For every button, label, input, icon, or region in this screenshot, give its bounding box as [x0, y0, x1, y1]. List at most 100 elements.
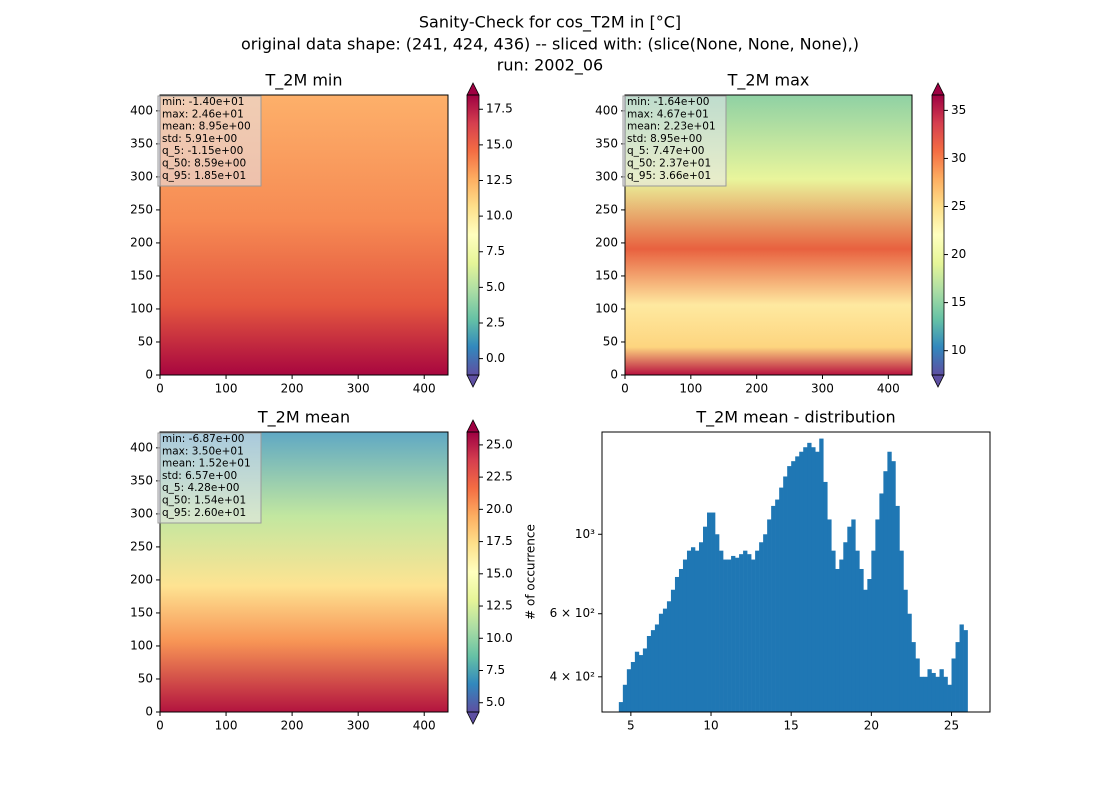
stats-text: q_95: 3.66e+01: [627, 170, 711, 182]
y-tick-label: 100: [130, 638, 153, 652]
stats-box: [157, 95, 262, 187]
histogram-bar: [690, 547, 696, 712]
histogram-bar: [963, 630, 968, 712]
histogram-bar: [686, 550, 692, 712]
suptitle: original data shape: (241, 424, 436) -- …: [241, 35, 859, 54]
colorbar-tick-label: 10.0: [486, 209, 513, 223]
colorbar-extend: [931, 82, 945, 96]
histogram-bar: [674, 576, 680, 712]
y-tick-label: 10³: [575, 527, 595, 541]
stats-text: std: 6.57e+00: [162, 470, 237, 482]
stats-text: q_50: 2.37e+01: [627, 158, 711, 170]
axes-frame: [159, 94, 449, 376]
histogram-bar: [666, 601, 672, 712]
histogram-bar: [839, 559, 844, 712]
y-tick-label: 0: [145, 705, 153, 719]
colorbar-tick-label: 17.5: [486, 534, 513, 548]
histogram-bar: [759, 542, 764, 712]
histogram-bar: [851, 519, 856, 712]
x-tick-label: 100: [215, 382, 238, 396]
histogram-bar: [670, 589, 676, 712]
histogram-bar: [723, 559, 728, 712]
y-tick-label: 50: [138, 334, 153, 348]
histogram-bar: [919, 676, 924, 712]
stats-text: q_50: 1.54e+01: [162, 495, 246, 507]
histogram-bar: [642, 648, 648, 712]
histogram-bar: [931, 672, 936, 712]
stats-text: mean: 2.23e+01: [627, 121, 716, 133]
histogram-bar: [819, 438, 824, 712]
histogram-bar: [915, 658, 920, 712]
y-tick-label: 50: [138, 671, 153, 685]
colorbar-tick-label: 15.0: [486, 137, 513, 151]
histogram-bar: [887, 451, 892, 712]
colorbar-frame: [466, 431, 480, 713]
histogram-bar: [827, 519, 832, 712]
histogram-bar: [923, 676, 928, 712]
colorbar-tick-label: 20.0: [486, 502, 513, 516]
histogram-bar: [711, 512, 716, 712]
suptitle: Sanity-Check for cos_T2M in [°C]: [419, 13, 681, 33]
histogram-bar: [715, 534, 720, 712]
histogram-bar: [779, 487, 784, 712]
histogram-bar: [735, 557, 740, 712]
histogram-bar: [843, 542, 848, 712]
histogram-bar: [879, 493, 884, 712]
chart-title: T_2M max: [727, 71, 810, 91]
histogram-bar: [863, 589, 868, 712]
stats-text: std: 8.95e+00: [627, 133, 702, 145]
x-tick-label: 15: [784, 719, 799, 733]
histogram-bar: [747, 554, 752, 712]
colorbar-tick-label: 25: [951, 199, 966, 213]
histogram-bar: [831, 550, 836, 712]
histogram-bar: [895, 505, 900, 712]
histogram-bar: [783, 476, 788, 712]
colorbar: [467, 432, 479, 712]
colorbar-tick-label: 35: [951, 103, 966, 117]
histogram-bar: [903, 589, 908, 712]
axes-frame: [159, 431, 449, 713]
colorbar-tick-label: 0.0: [486, 351, 505, 365]
histogram-bar: [658, 613, 664, 712]
x-tick-label: 10: [703, 719, 718, 733]
chart-title: T_2M min: [264, 71, 342, 91]
colorbar-tick-label: 12.5: [486, 599, 513, 613]
y-tick-label: 400: [130, 103, 153, 117]
x-tick-label: 400: [413, 382, 436, 396]
x-tick-label: 0: [156, 719, 164, 733]
stats-box: [157, 432, 262, 524]
y-tick-label: 0: [145, 368, 153, 382]
y-axis-label: # of occurrence: [524, 524, 538, 620]
histogram-bar: [859, 568, 864, 712]
x-tick-label: 100: [215, 719, 238, 733]
x-tick-label: 100: [679, 382, 702, 396]
histogram-bar: [707, 512, 712, 712]
y-tick-label: 100: [130, 301, 153, 315]
colorbar-tick-label: 2.5: [486, 315, 505, 329]
stats-text: max: 3.50e+01: [162, 445, 244, 457]
y-tick-label: 300: [130, 506, 153, 520]
suptitle: run: 2002_06: [497, 56, 603, 76]
x-tick-label: 25: [944, 719, 959, 733]
colorbar: [467, 95, 479, 375]
histogram-bar: [847, 526, 852, 712]
histogram-bar: [907, 613, 912, 712]
histogram-bar: [875, 519, 880, 712]
histogram-bar: [678, 568, 684, 712]
y-tick-label: 200: [130, 572, 153, 586]
y-tick-label: 100: [595, 301, 618, 315]
colorbar-tick-label: 12.5: [486, 173, 513, 187]
y-tick-label: 250: [130, 539, 153, 553]
colorbar-extend: [466, 82, 480, 96]
histogram-bar: [662, 608, 668, 712]
colorbar-extend: [466, 374, 480, 388]
histogram-bar: [727, 559, 732, 712]
histogram-bar: [646, 635, 652, 712]
histogram-bar: [899, 550, 904, 712]
histogram-bar: [654, 624, 660, 712]
histogram-bar: [650, 630, 656, 712]
histogram-bar: [807, 442, 812, 712]
stats-text: std: 5.91e+00: [162, 133, 237, 145]
x-tick-label: 300: [811, 382, 834, 396]
x-tick-label: 200: [281, 382, 304, 396]
